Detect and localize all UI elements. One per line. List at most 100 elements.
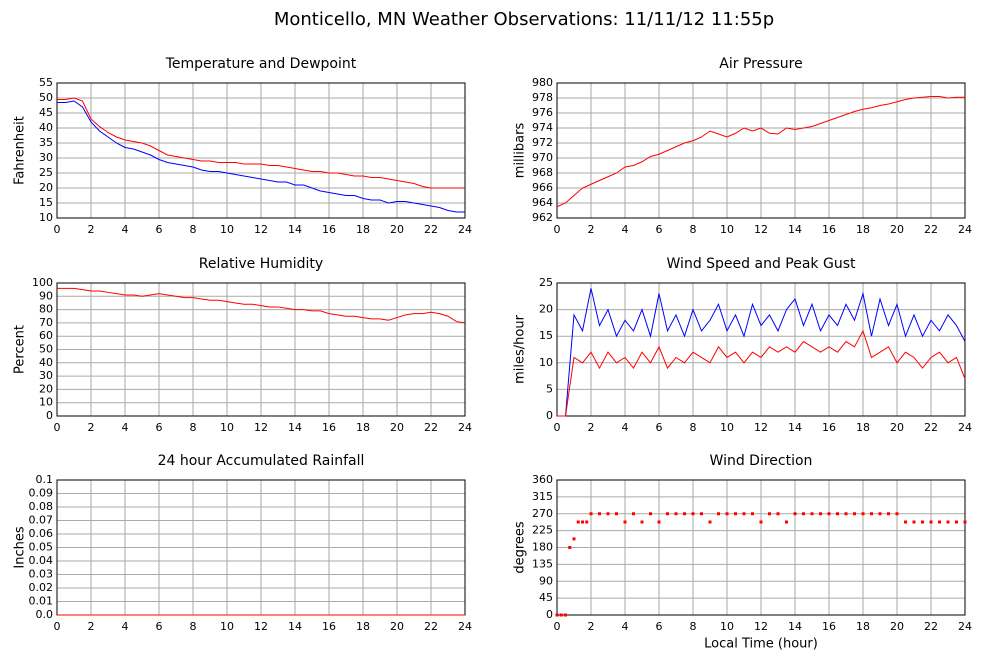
y-tick-label: 45 (539, 591, 553, 604)
y-tick-label: 974 (532, 121, 553, 134)
x-tick-label: 12 (254, 223, 268, 236)
data-point (955, 520, 958, 524)
x-tick-label: 18 (356, 620, 370, 633)
y-tick-label: 30 (39, 369, 53, 382)
x-tick-label: 8 (190, 223, 197, 236)
y-tick-label: 55 (39, 76, 53, 89)
data-point (751, 512, 754, 516)
data-point (853, 512, 856, 516)
data-line (57, 97, 465, 189)
x-tick-label: 6 (656, 223, 663, 236)
data-line (57, 287, 466, 324)
data-point (564, 613, 567, 617)
y-tick-label: 5 (546, 382, 553, 395)
x-tick-label: 4 (622, 620, 629, 633)
x-tick-label: 10 (720, 620, 734, 633)
x-tick-label: 10 (720, 223, 734, 236)
x-tick-label: 12 (754, 223, 768, 236)
data-point (810, 512, 814, 516)
x-tick-label: 10 (720, 421, 734, 434)
data-point (606, 512, 610, 516)
plot-frame (556, 82, 966, 219)
data-point (683, 512, 686, 516)
data-point (912, 520, 916, 524)
x-tick-label: 14 (788, 620, 802, 633)
data-point (776, 512, 780, 516)
y-tick-label: 980 (532, 76, 553, 89)
data-point (568, 546, 572, 549)
chart-title: Wind Direction (710, 453, 813, 469)
y-axis-label: miles/hour (513, 314, 528, 383)
data-point (887, 512, 890, 516)
page-title: Monticello, MN Weather Observations: 11/… (274, 9, 774, 30)
y-tick-label: 60 (39, 329, 53, 342)
x-tick-label: 18 (856, 620, 870, 633)
x-tick-label: 12 (254, 421, 268, 434)
x-tick-label: 0 (54, 620, 61, 633)
x-tick-label: 18 (356, 421, 370, 434)
x-tick-label: 22 (424, 421, 438, 434)
chart-title: Air Pressure (719, 56, 802, 72)
y-tick-label: 25 (539, 276, 553, 289)
data-point (572, 537, 576, 541)
x-tick-label: 24 (458, 421, 472, 434)
x-tick-label: 0 (54, 223, 61, 236)
y-axis-label: millibars (513, 123, 528, 179)
x-tick-label: 24 (458, 620, 472, 633)
x-tick-label: 12 (254, 620, 268, 633)
x-tick-label: 20 (890, 620, 904, 633)
data-point (963, 520, 967, 524)
x-tick-label: 6 (156, 223, 163, 236)
y-tick-label: 10 (39, 211, 53, 224)
y-tick-label: 20 (39, 382, 53, 395)
data-point (589, 512, 593, 516)
plot-frame (56, 282, 466, 417)
x-tick-label: 14 (288, 421, 302, 434)
data-point (742, 512, 746, 516)
x-tick-label: 8 (190, 620, 197, 633)
x-tick-label: 24 (958, 223, 972, 236)
data-point (598, 512, 601, 516)
x-tick-label: 14 (288, 223, 302, 236)
x-tick-label: 20 (390, 223, 404, 236)
y-tick-label: 978 (532, 91, 553, 104)
y-tick-label: 50 (39, 343, 53, 356)
y-tick-label: 80 (39, 303, 53, 316)
x-tick-label: 20 (390, 421, 404, 434)
y-tick-label: 976 (532, 106, 553, 119)
x-tick-label: 6 (656, 620, 663, 633)
data-point (836, 512, 839, 516)
y-tick-label: 90 (539, 574, 553, 587)
x-axis-label: Local Time (hour) (704, 637, 818, 652)
x-tick-label: 8 (690, 421, 697, 434)
y-tick-label: 30 (39, 151, 53, 164)
data-point (895, 512, 899, 516)
y-tick-label: 40 (39, 121, 53, 134)
data-point (827, 512, 831, 516)
x-tick-label: 4 (122, 223, 129, 236)
x-tick-label: 4 (122, 421, 129, 434)
y-tick-label: 0.04 (29, 554, 54, 567)
data-point (700, 512, 703, 516)
data-point (640, 520, 644, 524)
y-tick-label: 968 (532, 166, 553, 179)
data-point (674, 512, 678, 516)
y-tick-label: 45 (39, 106, 53, 119)
data-point (844, 512, 848, 516)
x-tick-label: 10 (220, 620, 234, 633)
y-tick-label: 35 (39, 136, 53, 149)
data-point (576, 520, 580, 524)
x-tick-label: 24 (458, 223, 472, 236)
x-tick-label: 8 (690, 620, 697, 633)
x-tick-label: 22 (424, 223, 438, 236)
x-tick-label: 16 (322, 223, 336, 236)
x-tick-label: 12 (754, 421, 768, 434)
y-tick-label: 180 (532, 541, 553, 554)
y-tick-label: 0.07 (29, 514, 54, 527)
y-tick-label: 135 (532, 557, 553, 570)
y-tick-label: 966 (532, 181, 553, 194)
x-tick-label: 6 (156, 421, 163, 434)
x-tick-label: 18 (856, 223, 870, 236)
y-tick-label: 0.1 (36, 473, 54, 486)
